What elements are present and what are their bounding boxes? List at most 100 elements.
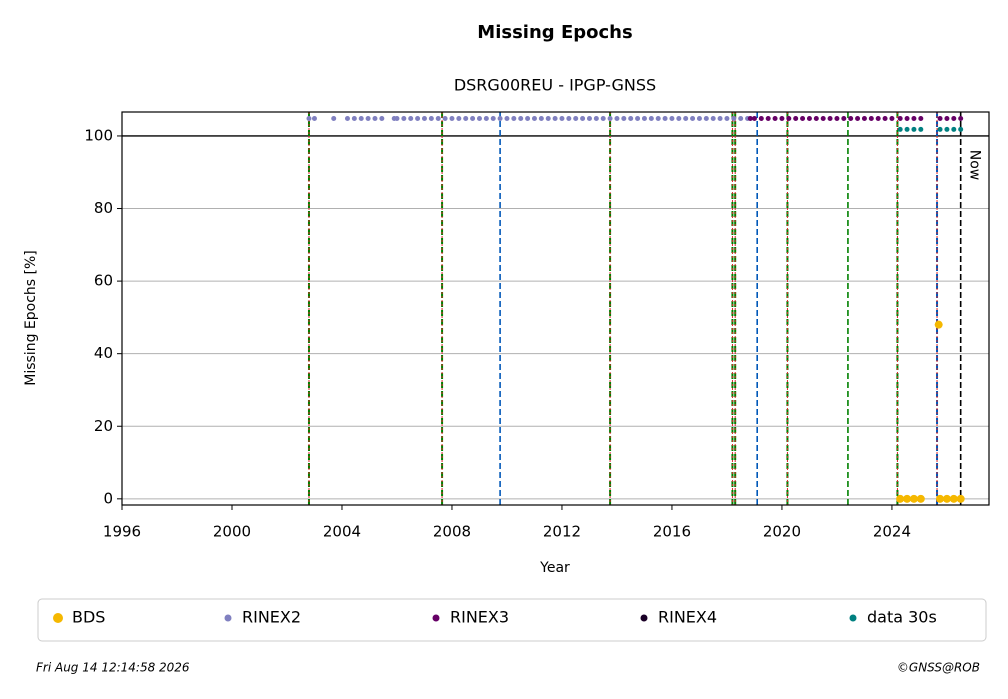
x-tick-label: 2020 — [763, 523, 801, 541]
data-point — [897, 126, 903, 132]
data-point — [504, 116, 510, 122]
data-point — [344, 116, 350, 122]
legend-label: RINEX3 — [450, 608, 509, 627]
y-tick-label: 100 — [84, 126, 113, 144]
data-point — [573, 116, 579, 122]
data-point — [813, 116, 819, 122]
data-point — [552, 116, 558, 122]
x-tick-label: 2012 — [543, 523, 581, 541]
data-point — [724, 116, 730, 122]
data-point — [311, 116, 317, 122]
data-point — [358, 116, 364, 122]
data-point — [669, 116, 675, 122]
data-point — [408, 116, 414, 122]
data-point — [683, 116, 689, 122]
data-point — [628, 116, 634, 122]
legend-label: RINEX4 — [658, 608, 717, 627]
data-point — [916, 494, 925, 503]
data-point — [470, 116, 476, 122]
x-tick-label: 2016 — [653, 523, 691, 541]
data-point — [875, 116, 881, 122]
data-point — [882, 116, 888, 122]
legend-marker — [432, 614, 440, 622]
data-point — [607, 116, 613, 122]
legend-marker — [53, 613, 63, 623]
data-point — [779, 116, 785, 122]
data-point — [483, 116, 489, 122]
data-point — [365, 116, 371, 122]
x-tick-label: 2024 — [873, 523, 911, 541]
data-point — [593, 116, 599, 122]
data-point — [676, 116, 682, 122]
data-point — [710, 116, 716, 122]
data-point — [641, 116, 647, 122]
data-point — [936, 494, 945, 503]
data-point — [868, 116, 874, 122]
data-point — [518, 116, 524, 122]
x-axis-label: Year — [539, 560, 570, 576]
footer-credit: ©GNSS@ROB — [897, 661, 980, 675]
now-label: Now — [967, 150, 983, 181]
data-point — [904, 126, 910, 132]
legend-marker — [224, 614, 232, 622]
data-point — [476, 116, 482, 122]
data-point — [463, 116, 469, 122]
data-point — [958, 126, 964, 132]
legend-marker — [640, 614, 648, 622]
data-point — [751, 116, 757, 122]
data-point — [918, 116, 924, 122]
data-point — [497, 116, 503, 122]
y-tick-label: 60 — [94, 272, 113, 290]
legend-label: RINEX2 — [242, 608, 301, 627]
plot-frame — [121, 111, 990, 506]
x-tick-label: 1996 — [103, 523, 141, 541]
data-point — [889, 116, 895, 122]
x-tick-label: 2000 — [213, 523, 251, 541]
data-point — [896, 494, 905, 503]
data-point — [456, 116, 462, 122]
data-point — [834, 116, 840, 122]
legend-marker — [849, 614, 857, 622]
data-point — [904, 116, 910, 122]
data-point — [580, 116, 586, 122]
data-point — [421, 116, 427, 122]
data-point — [306, 116, 312, 122]
data-point — [738, 116, 744, 122]
data-point — [951, 116, 957, 122]
x-tick-label: 2004 — [323, 523, 361, 541]
data-point — [820, 116, 826, 122]
data-point — [525, 116, 531, 122]
data-point — [449, 116, 455, 122]
data-point — [903, 494, 912, 503]
data-point — [351, 116, 357, 122]
data-point — [538, 116, 544, 122]
data-point — [717, 116, 723, 122]
data-point — [855, 116, 861, 122]
data-point — [614, 116, 620, 122]
data-point — [586, 116, 592, 122]
data-point — [690, 116, 696, 122]
data-point — [944, 116, 950, 122]
data-point — [655, 116, 661, 122]
data-point — [806, 116, 812, 122]
data-point — [566, 116, 572, 122]
data-point — [600, 116, 606, 122]
data-point — [511, 116, 517, 122]
data-point — [786, 116, 792, 122]
data-point — [942, 494, 951, 503]
data-point — [793, 116, 799, 122]
data-point — [545, 116, 551, 122]
data-point — [747, 116, 753, 122]
data-point — [703, 116, 709, 122]
data-point — [897, 116, 903, 122]
data-point — [428, 116, 434, 122]
legend-label: BDS — [72, 608, 105, 627]
data-point — [621, 116, 627, 122]
data-point — [909, 494, 918, 503]
data-point — [911, 116, 917, 122]
data-point — [379, 116, 385, 122]
legend-box — [37, 598, 987, 642]
data-point — [559, 116, 565, 122]
